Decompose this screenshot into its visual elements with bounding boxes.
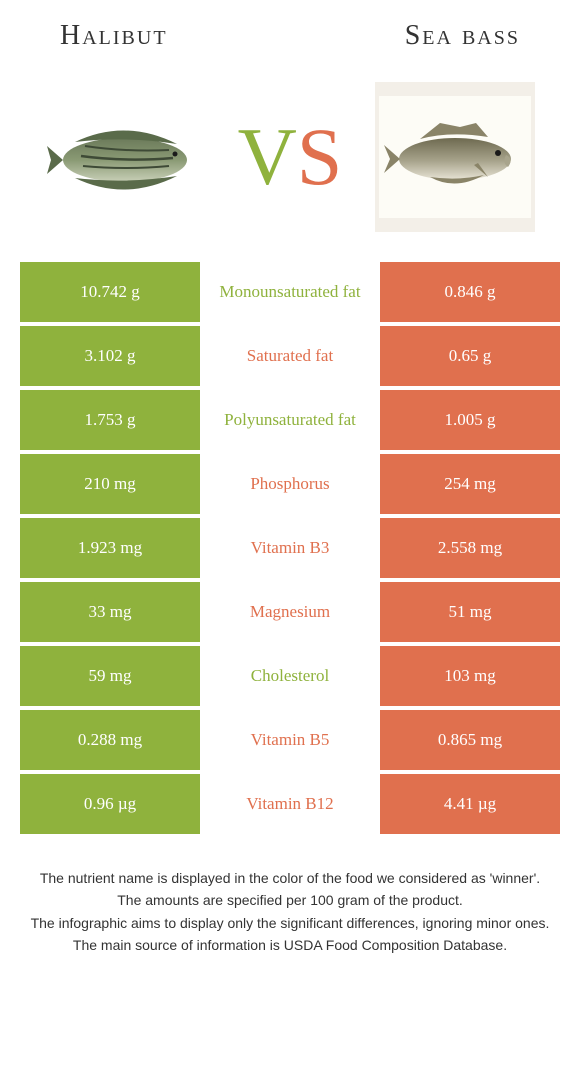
halibut-image: [40, 87, 210, 227]
nutrient-label: Cholesterol: [200, 646, 380, 706]
right-value: 0.65 g: [380, 326, 560, 386]
right-value: 254 mg: [380, 454, 560, 514]
nutrient-label: Magnesium: [200, 582, 380, 642]
nutrient-label: Monounsaturated fat: [200, 262, 380, 322]
table-row: 1.753 gPolyunsaturated fat1.005 g: [20, 390, 560, 450]
left-value: 3.102 g: [20, 326, 200, 386]
nutrient-label: Saturated fat: [200, 326, 380, 386]
nutrient-label: Vitamin B12: [200, 774, 380, 834]
footer-notes: The nutrient name is displayed in the co…: [0, 838, 580, 955]
vs-v: V: [238, 111, 297, 202]
right-value: 4.41 µg: [380, 774, 560, 834]
left-value: 10.742 g: [20, 262, 200, 322]
footer-line-3: The infographic aims to display only the…: [24, 913, 556, 933]
right-value: 51 mg: [380, 582, 560, 642]
header-row: Halibut Sea bass: [0, 0, 580, 62]
table-row: 0.96 µgVitamin B124.41 µg: [20, 774, 560, 834]
right-value: 0.865 mg: [380, 710, 560, 770]
nutrient-label: Vitamin B3: [200, 518, 380, 578]
seabass-image: [370, 87, 540, 227]
left-value: 0.96 µg: [20, 774, 200, 834]
right-food-title: Sea bass: [405, 20, 520, 52]
hero-row: VS: [0, 62, 580, 262]
right-value: 1.005 g: [380, 390, 560, 450]
nutrient-label: Vitamin B5: [200, 710, 380, 770]
footer-line-1: The nutrient name is displayed in the co…: [24, 868, 556, 888]
left-value: 1.753 g: [20, 390, 200, 450]
right-value: 103 mg: [380, 646, 560, 706]
right-value: 0.846 g: [380, 262, 560, 322]
nutrient-label: Polyunsaturated fat: [200, 390, 380, 450]
left-value: 0.288 mg: [20, 710, 200, 770]
nutrient-label: Phosphorus: [200, 454, 380, 514]
table-row: 59 mgCholesterol103 mg: [20, 646, 560, 706]
table-row: 10.742 gMonounsaturated fat0.846 g: [20, 262, 560, 322]
table-row: 3.102 gSaturated fat0.65 g: [20, 326, 560, 386]
footer-line-4: The main source of information is USDA F…: [24, 935, 556, 955]
vs-s: S: [297, 111, 343, 202]
table-row: 1.923 mgVitamin B32.558 mg: [20, 518, 560, 578]
left-value: 33 mg: [20, 582, 200, 642]
table-row: 33 mgMagnesium51 mg: [20, 582, 560, 642]
comparison-table: 10.742 gMonounsaturated fat0.846 g3.102 …: [20, 262, 560, 834]
table-row: 210 mgPhosphorus254 mg: [20, 454, 560, 514]
left-value: 210 mg: [20, 454, 200, 514]
footer-line-2: The amounts are specified per 100 gram o…: [24, 890, 556, 910]
table-row: 0.288 mgVitamin B50.865 mg: [20, 710, 560, 770]
vs-label: VS: [238, 110, 343, 204]
left-food-title: Halibut: [60, 20, 168, 52]
left-value: 59 mg: [20, 646, 200, 706]
right-value: 2.558 mg: [380, 518, 560, 578]
left-value: 1.923 mg: [20, 518, 200, 578]
